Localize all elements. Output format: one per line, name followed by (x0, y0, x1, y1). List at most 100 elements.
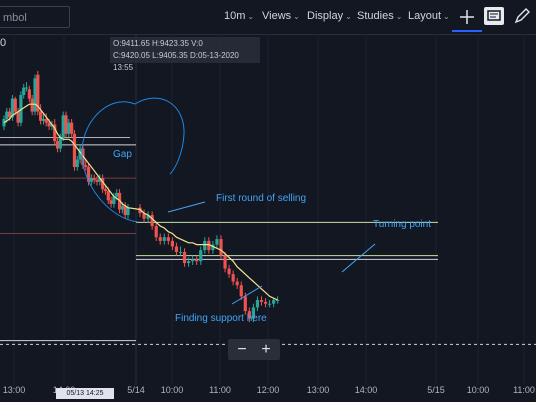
candle-body (84, 165, 88, 168)
candle-body (146, 215, 150, 219)
candle-body (115, 192, 119, 197)
candle-body (39, 111, 43, 121)
zoom-controls: − + (228, 339, 280, 360)
candle-body (78, 148, 82, 160)
x-tick-label: 14:00 (354, 385, 378, 395)
pencil-icon (514, 8, 530, 24)
candle-body (33, 78, 37, 112)
turning-point-annotation: Turning point (373, 219, 431, 230)
crosshair-date-label: 05/13 14:25 (56, 388, 114, 399)
crosshair-tool-button[interactable] (452, 4, 482, 32)
crosshair-icon (460, 10, 474, 24)
candle-body (44, 118, 48, 123)
views-menu[interactable]: Views ⌄ (262, 10, 300, 22)
candle-body (247, 311, 251, 319)
interval-dropdown[interactable]: 10m ⌄ (224, 10, 254, 22)
candle-body (92, 178, 96, 180)
candle-body (259, 300, 264, 302)
x-tick-label: 13:00 (306, 385, 330, 395)
gap-circle-stroke (81, 101, 139, 223)
candle-body (263, 301, 268, 304)
candle-body (64, 115, 68, 134)
zoom-in-button[interactable]: + (261, 341, 271, 358)
candle-body (101, 178, 105, 190)
candle-body (272, 300, 276, 304)
studies-label: Studies (357, 10, 394, 22)
ohlc-line-2: C:9420.05 L:9405.35 D:05-13-2020 13:55 (113, 51, 239, 72)
candle-body (227, 268, 231, 275)
support-annotation: Finding support here (175, 313, 267, 324)
gap-annotation: Gap (113, 149, 132, 160)
draw-tool-button[interactable] (512, 6, 532, 26)
x-tick-label: 5/15 (427, 385, 445, 395)
candle-body (219, 239, 223, 256)
turning-point-arrow (341, 243, 376, 273)
candle-body (89, 178, 93, 182)
candle-body (86, 167, 91, 182)
chevron-down-icon: ⌄ (293, 12, 300, 21)
candle-body (103, 189, 108, 192)
candle-body (10, 98, 15, 118)
candle-body (19, 94, 23, 123)
studies-menu[interactable]: Studies ⌄ (357, 10, 402, 22)
candle-body (170, 240, 174, 247)
candle-body (174, 246, 179, 252)
display-label: Display (307, 10, 344, 22)
symbol-search-input[interactable]: mbol (0, 6, 70, 28)
candle-body (166, 237, 170, 241)
chevron-down-icon: ⌄ (345, 12, 352, 21)
candle-body (178, 251, 183, 253)
candle-body (109, 200, 113, 204)
first-round-annotation: First round of selling (216, 193, 307, 204)
left-edge-value: 0 (0, 37, 7, 49)
candle-body (255, 300, 260, 308)
candle-body (72, 133, 77, 168)
ohlc-line-1: O:9411.65 H:9423.35 V:0 (113, 39, 203, 48)
x-tick-label: 10:00 (466, 385, 490, 395)
candle-body (268, 303, 272, 305)
comment-tool-button[interactable] (484, 7, 504, 25)
first-round-arrow (167, 201, 206, 213)
candle-body (67, 122, 71, 134)
candle-body (243, 296, 247, 312)
candle-body (195, 259, 199, 262)
ohlc-info-box: O:9411.65 H:9423.35 V:0 C:9420.05 L:9405… (110, 37, 260, 72)
candle-body (5, 111, 9, 119)
layout-label: Layout (408, 10, 442, 22)
candle-body (95, 179, 99, 182)
candle-body (27, 89, 31, 99)
candle-body (126, 207, 130, 216)
candle-body (61, 115, 65, 138)
candle-body (154, 226, 158, 238)
price-chart[interactable] (0, 34, 536, 385)
candle-body (36, 74, 40, 112)
views-label: Views (262, 10, 292, 22)
candle-body (53, 124, 57, 142)
candle-body (70, 122, 74, 134)
candle-body (158, 237, 162, 241)
candle-body (98, 178, 102, 182)
candle-body (223, 255, 227, 269)
display-menu[interactable]: Display ⌄ (307, 10, 352, 22)
chevron-down-icon: ⌄ (443, 12, 450, 21)
moving-average-line (3, 103, 278, 301)
layout-menu[interactable]: Layout ⌄ (408, 10, 450, 22)
candle-body (211, 244, 215, 251)
x-tick-label: 13:00 (2, 385, 26, 395)
candle-body (58, 137, 62, 149)
candle-body (106, 191, 110, 201)
candle-body (203, 240, 207, 251)
candle-body (24, 87, 29, 89)
candle-body (199, 250, 203, 262)
candle-body (22, 87, 26, 95)
x-tick-label: 10:00 (160, 385, 184, 395)
x-tick-label: 11:00 (513, 385, 535, 395)
comment-icon (487, 10, 501, 21)
zoom-out-button[interactable]: − (237, 341, 247, 358)
gap-circle-stroke (134, 97, 185, 175)
candle-body (75, 159, 79, 168)
candle-body (231, 274, 235, 282)
x-tick-label: 11:00 (209, 385, 231, 395)
candle-body (182, 251, 187, 264)
candle-body (207, 240, 211, 251)
